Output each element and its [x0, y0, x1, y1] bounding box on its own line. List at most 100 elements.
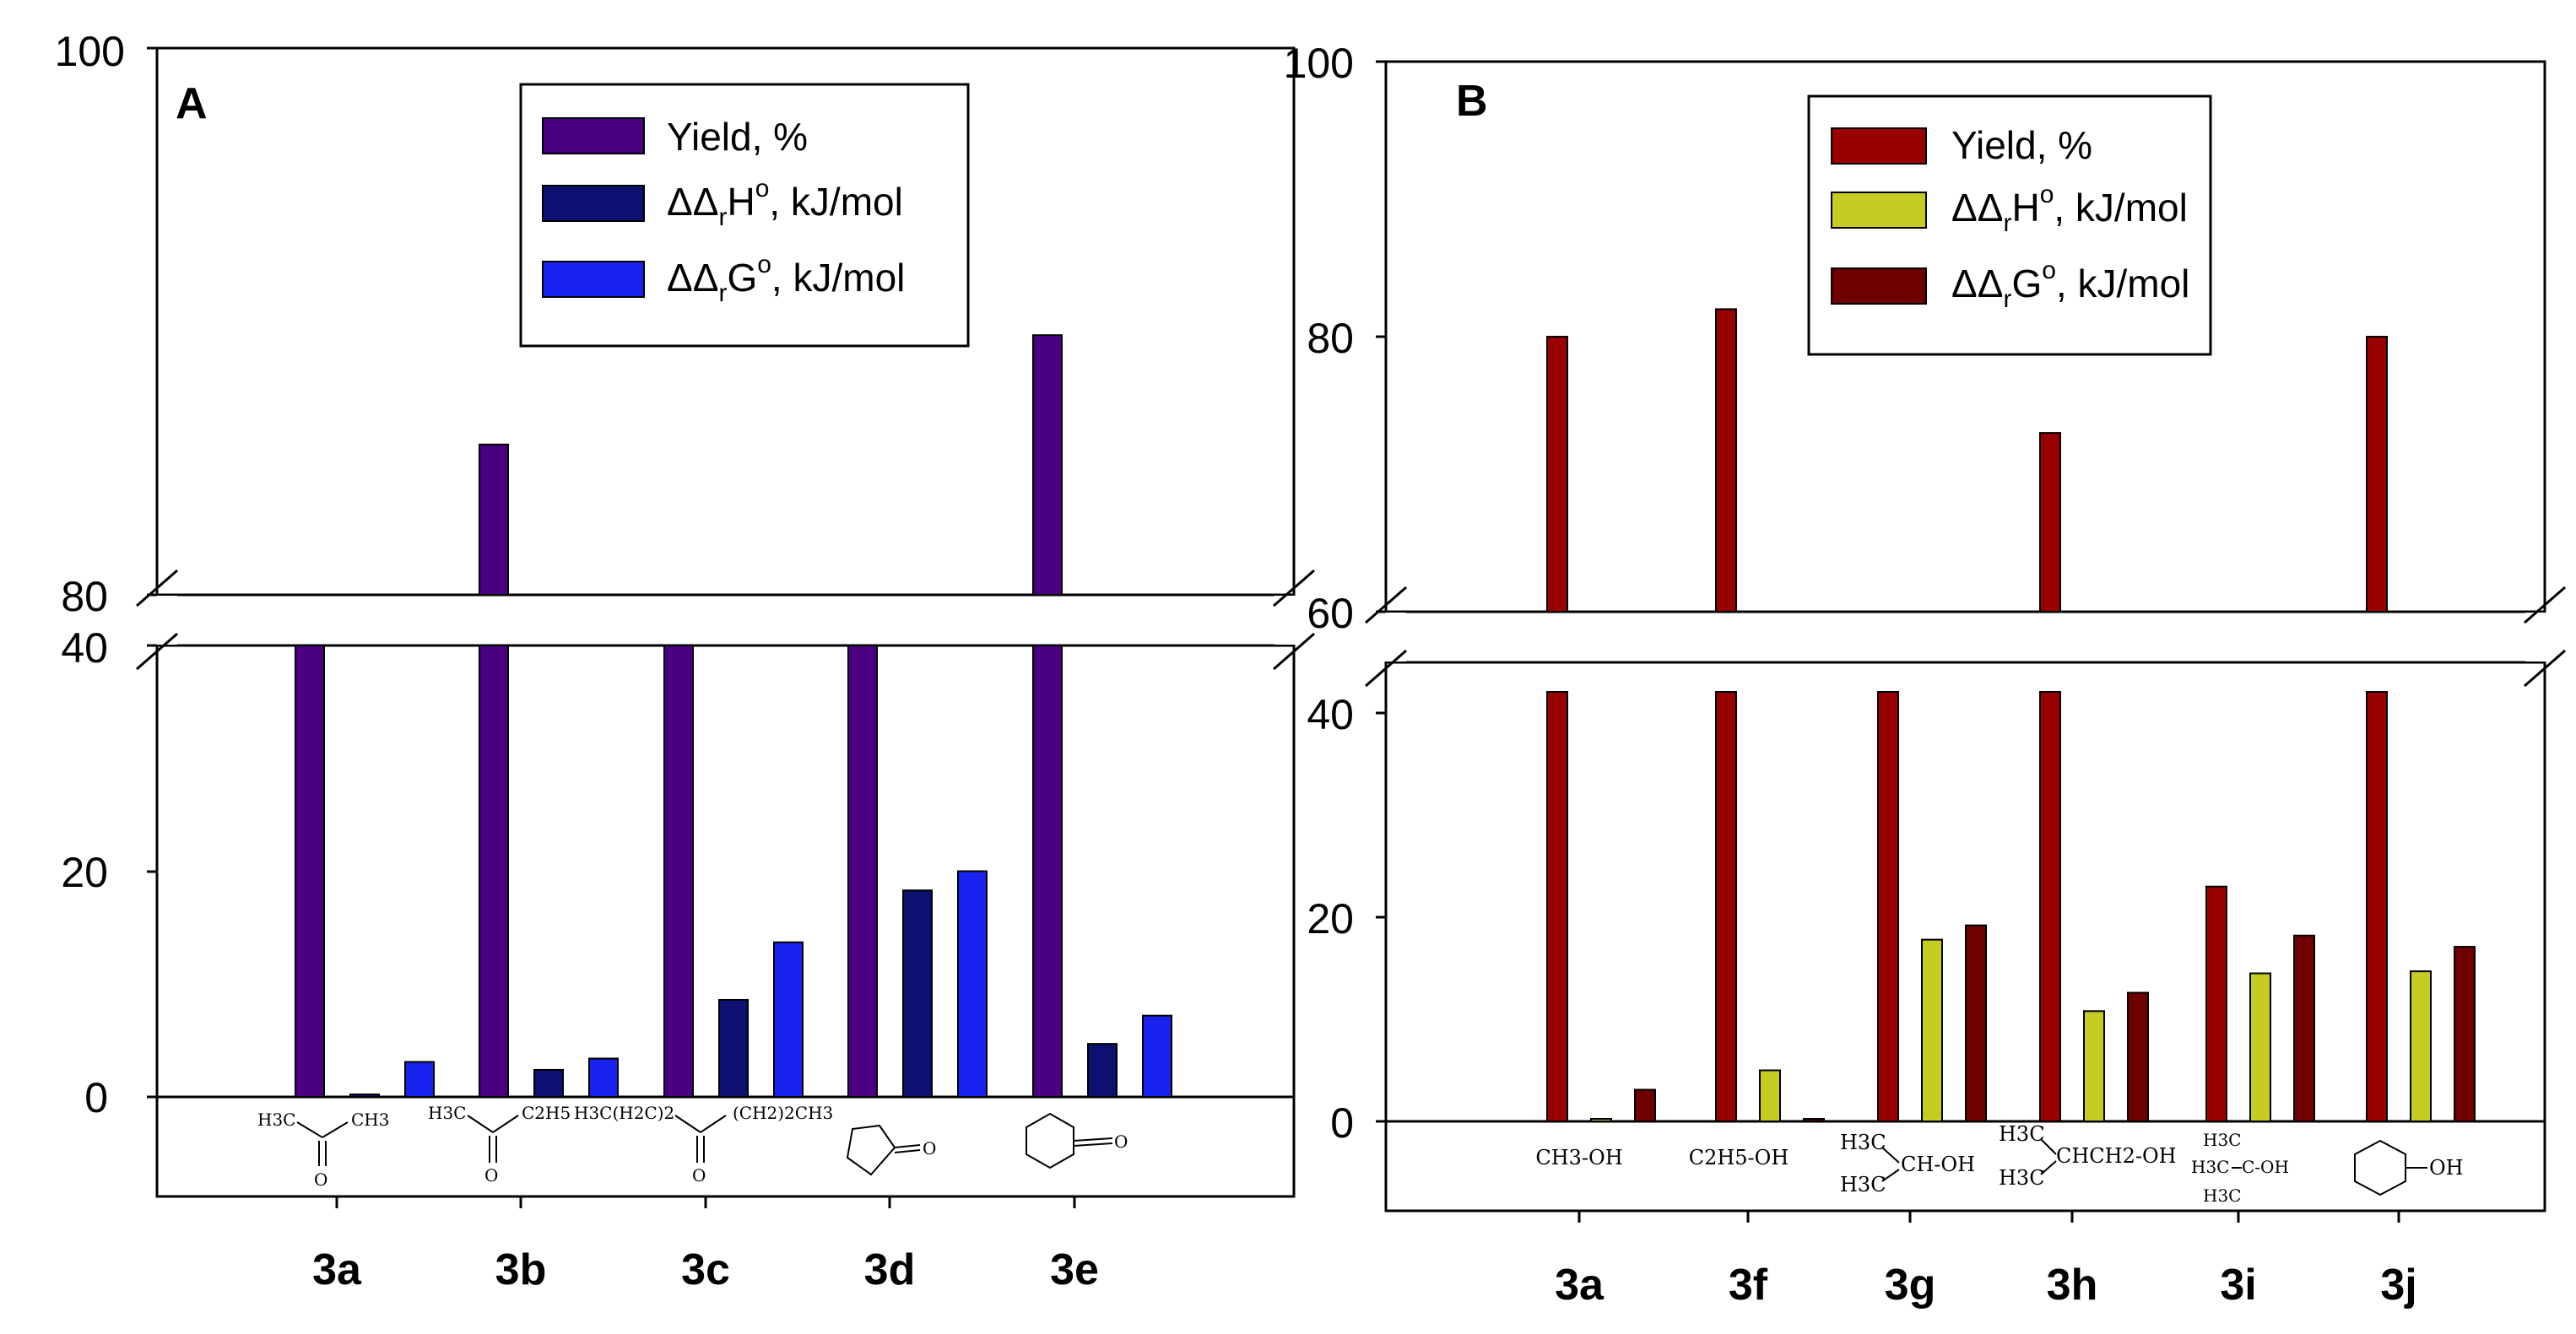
legend-swatch-yield: [1831, 127, 1927, 165]
legend-swatch-dg: [1831, 267, 1927, 305]
svg-text:H3C: H3C: [257, 1110, 295, 1130]
svg-text:H3C: H3C: [1999, 1166, 2045, 1190]
molecule-3g: H3C H3C CH-OH: [1840, 1131, 1975, 1196]
molecule-3d: O: [846, 1124, 936, 1176]
bar-upper-yield-3e: [1032, 334, 1063, 596]
bar-dg-3a: [404, 1061, 435, 1098]
svg-text:CH-OH: CH-OH: [1901, 1153, 1975, 1176]
category-label: 3e: [1050, 1245, 1099, 1294]
svg-text:H3C: H3C: [2203, 1130, 2241, 1150]
legend-label-dg: ΔΔrGo, kJ/mol: [667, 251, 905, 307]
bar-dh-3i: [2249, 972, 2271, 1123]
y-tick-label: 40: [61, 624, 108, 672]
panel-a: 100 80 40 20 0 3a 3b 3c 3d 3e A Yield, %…: [55, 28, 1315, 1294]
bar-dh-3e: [1087, 1043, 1118, 1098]
bar-upper-yield-3b: [479, 443, 509, 596]
bar-yield-3i: [2205, 885, 2227, 1122]
legend-swatch-dh: [542, 185, 645, 222]
bar-yield-3a: [1546, 691, 1568, 1122]
svg-text:H3C: H3C: [2191, 1157, 2229, 1177]
category-label: 3f: [1729, 1261, 1768, 1310]
bar-dh-3h: [2083, 1010, 2105, 1122]
bar-dh-3g: [1921, 938, 1943, 1122]
y-tick-label: 100: [55, 28, 125, 75]
axis-break-mark: [1365, 649, 1407, 688]
legend-swatch-yield: [542, 117, 645, 154]
bar-dg-3c: [773, 941, 804, 1098]
molecule-3e: O: [1026, 1112, 1128, 1169]
molecule-3a: H3C O CH3: [257, 1110, 389, 1190]
axis-break-mark: [136, 632, 178, 671]
bars-panel-a: [295, 334, 1172, 1099]
molecule-3b: H3C O C2H5: [428, 1103, 571, 1185]
bar-upper-yield-3f: [1715, 308, 1737, 613]
svg-text:O: O: [1114, 1131, 1128, 1152]
legend-label-dh: ΔΔrHo, kJ/mol: [667, 175, 903, 231]
bar-yield-3c: [663, 645, 694, 1098]
category-label: 3h: [2047, 1261, 2098, 1310]
bar-dg-3a: [1634, 1088, 1656, 1122]
bar-dg-3i: [2293, 934, 2315, 1123]
y-tick-label: 60: [1307, 590, 1354, 637]
bar-dg-3b: [588, 1057, 619, 1099]
bar-yield-3f: [1715, 691, 1737, 1122]
bar-upper-yield-3j: [2366, 336, 2388, 613]
bar-upper-yield-3a: [1546, 336, 1568, 613]
bar-dh-3a: [349, 1094, 380, 1098]
bar-dh-3d: [902, 889, 933, 1099]
legend-panel-b: Yield, % ΔΔrHo, kJ/mol ΔΔrGo, kJ/mol: [1807, 95, 2212, 356]
svg-text:CHCH2-OH: CHCH2-OH: [2056, 1144, 2177, 1168]
y-tick-label: 80: [1307, 315, 1354, 362]
category-label: 3a: [1555, 1261, 1605, 1310]
bar-yield-3a: [295, 645, 325, 1098]
bar-dg-3e: [1142, 1014, 1172, 1098]
legend-label-dg: ΔΔrGo, kJ/mol: [1951, 257, 2189, 313]
legend-label-yield: Yield, %: [667, 115, 808, 159]
bar-yield-3g: [1877, 691, 1899, 1122]
svg-text:O: O: [314, 1169, 327, 1190]
molecule-3f-label: C2H5-OH: [1689, 1146, 1789, 1169]
legend-label-dh: ΔΔrHo, kJ/mol: [1951, 181, 2188, 237]
svg-text:H3C: H3C: [2203, 1185, 2241, 1206]
svg-text:O: O: [923, 1138, 936, 1158]
bar-dh-3j: [2410, 970, 2432, 1122]
category-label: 3i: [2220, 1261, 2256, 1310]
panel-a-lower-frame: [155, 644, 1296, 1198]
category-label: 3a: [312, 1245, 362, 1294]
y-tick-label: 0: [84, 1074, 108, 1121]
panel-letter: B: [1456, 77, 1488, 126]
axis-break-mark: [2524, 586, 2566, 624]
panel-a-upper-frame: [155, 46, 1296, 597]
panel-b-lower-frame: [1384, 661, 2546, 1212]
molecule-3i: H3C H3C H3C C-OH: [2191, 1130, 2289, 1206]
category-label: 3c: [681, 1245, 730, 1294]
bars-panel-b: [1546, 308, 2476, 1123]
svg-text:O: O: [484, 1165, 498, 1185]
bar-dh-3c: [718, 998, 749, 1098]
axis-break-mark: [2524, 649, 2566, 688]
legend-panel-a: Yield, % ΔΔrHo, kJ/mol ΔΔrGo, kJ/mol: [519, 83, 970, 348]
bar-yield-3h: [2039, 691, 2061, 1122]
molecule-3h: H3C H3C CHCH2-OH: [1999, 1122, 2177, 1190]
y-tick-label: 20: [1307, 895, 1354, 942]
y-tick-label: 100: [1284, 40, 1354, 87]
bar-upper-yield-3h: [2039, 432, 2061, 613]
y-tick-label: 80: [61, 573, 108, 620]
y-tick-label: 0: [1330, 1099, 1354, 1147]
svg-text:O: O: [692, 1165, 706, 1185]
svg-text:C2H5: C2H5: [522, 1103, 571, 1123]
svg-text:H3C(H2C)2: H3C(H2C)2: [574, 1103, 674, 1123]
svg-text:H3C: H3C: [428, 1103, 466, 1123]
bar-yield-3e: [1032, 645, 1063, 1098]
molecule-3c: H3C(H2C)2 O (CH2)2CH3: [574, 1103, 833, 1185]
category-label: 3b: [495, 1245, 547, 1294]
bar-dh-3b: [533, 1068, 564, 1099]
category-label: 3j: [2380, 1261, 2416, 1310]
category-label: 3g: [1885, 1261, 1936, 1310]
bar-dg-3h: [2127, 991, 2149, 1123]
category-label: 3d: [864, 1245, 916, 1294]
svg-text:H3C: H3C: [1840, 1131, 1886, 1154]
bar-yield-3b: [479, 645, 509, 1098]
y-tick-label: 40: [1307, 691, 1354, 738]
